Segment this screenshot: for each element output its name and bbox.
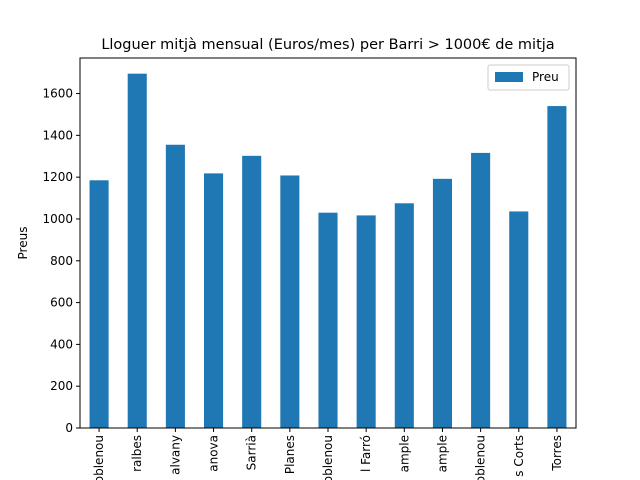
bar-8 [394,203,414,428]
legend: Preu [487,64,570,91]
bar-6 [318,212,338,428]
x-tick-label: oblenou [321,435,335,480]
legend-swatch [495,72,523,82]
y-tick-label: 0 [65,421,73,435]
bar-0 [89,180,109,428]
y-tick-label: 1200 [42,170,73,184]
bars-group [89,73,567,429]
legend-box [487,64,570,91]
x-tick-label: oblenou [474,435,488,480]
y-axis-label: Preus [16,227,30,260]
bar-3 [204,173,224,428]
y-tick-label: 400 [50,337,73,351]
x-tick-label: s Corts [512,435,526,477]
plot-frame [79,57,577,429]
y-axis: 0 200 400 600 800 1000 1200 1400 1600 [42,87,80,435]
x-tick-label: Planes [283,435,297,474]
bar-11 [509,211,529,428]
legend-label: Preu [532,70,559,84]
y-tick-label: 1400 [42,128,73,142]
x-tick-label: ample [397,435,411,472]
y-tick-label: 1000 [42,212,73,226]
bar-4 [242,155,262,428]
x-tick-label: l Farró [359,435,373,472]
bar-5 [280,175,300,428]
x-tick-label: oblenou [92,435,106,480]
bar-1 [127,73,147,428]
x-tick-label: ralbes [130,435,144,472]
y-tick-label: 600 [50,296,73,310]
bar-2 [165,144,185,429]
x-tick-label: alvany [168,435,182,475]
y-tick-label: 200 [50,379,73,393]
x-axis: oblenou ralbes alvany anova Sarrià Planes oble… [92,428,564,480]
x-tick-label: ample [435,435,449,472]
bar-10 [471,152,491,428]
bar-9 [432,178,452,428]
y-tick-label: 800 [50,254,73,268]
x-tick-label: Torres [550,435,564,472]
x-tick-label: Sarrià [245,435,259,470]
x-tick-label: anova [207,435,221,472]
y-tick-label: 1600 [42,87,73,101]
bar-12 [547,106,567,428]
chart-title: Lloguer mitjà mensual (Euros/mes) per Ba… [101,37,554,53]
bar-7 [356,215,376,428]
